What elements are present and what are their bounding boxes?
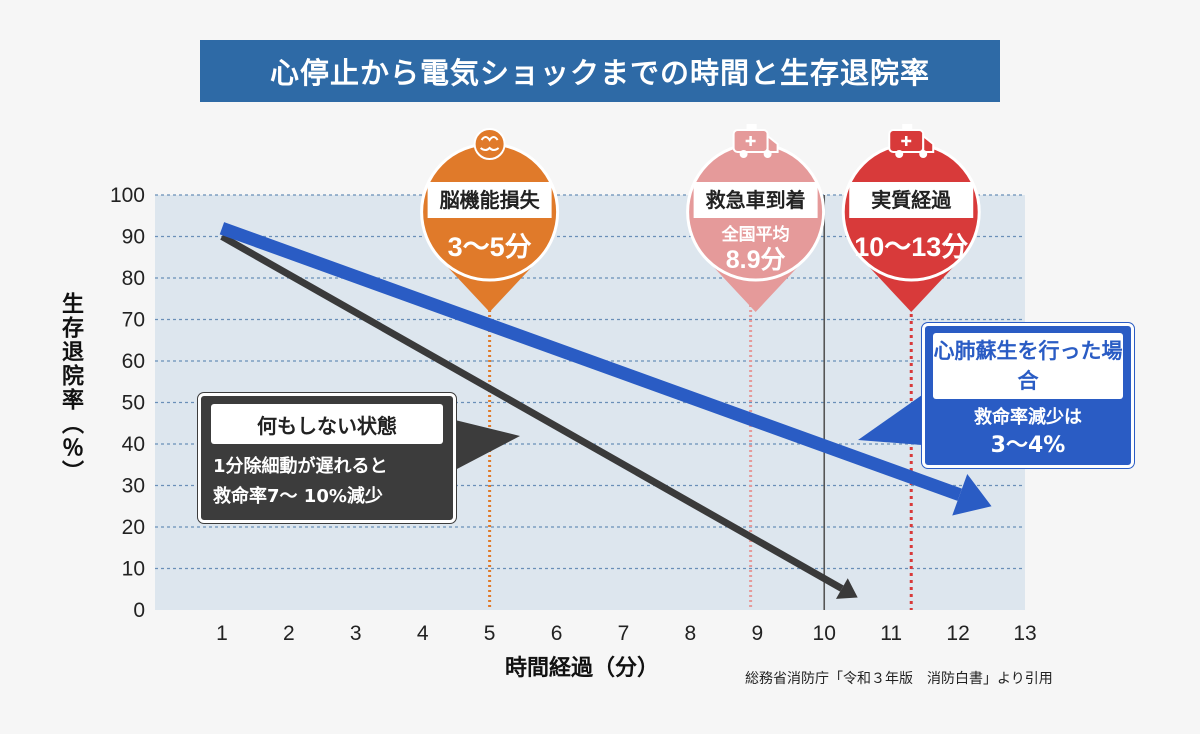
with-cpr-line2: 3～4% <box>990 433 1066 458</box>
ambulance-icon <box>732 124 779 158</box>
y-tick-label: 0 <box>133 599 145 622</box>
x-axis-label: 時間経過（分） <box>505 656 660 681</box>
x-tick-label: 4 <box>417 622 429 645</box>
no-action-line1: 1分除細動が遅れると <box>213 456 388 477</box>
x-tick-label: 3 <box>350 622 362 645</box>
no-action-callout-pointer <box>455 420 520 470</box>
pin-value: 8.9分 <box>726 246 786 274</box>
x-tick-label: 11 <box>880 622 902 645</box>
x-tick-label: 1 <box>216 622 228 645</box>
ambulance-wheel <box>895 150 904 158</box>
x-tick-label: 8 <box>685 622 697 645</box>
ambulance-light <box>746 124 757 129</box>
no-action-title: 何もしない状態 <box>211 404 443 444</box>
x-tick-label: 6 <box>551 622 563 645</box>
no-action-line2: 救命率7～ 10%減少 <box>213 486 383 507</box>
ambulance-cross <box>901 136 912 146</box>
with-cpr-text: 救命率減少は 3～4% <box>925 404 1131 460</box>
pin-title: 実質経過 <box>871 188 952 212</box>
x-tick-label: 12 <box>946 622 969 645</box>
no-action-text: 1分除細動が遅れると 救命率7～ 10%減少 <box>213 452 388 512</box>
ambulance-cab <box>766 133 779 153</box>
y-tick-label: 20 <box>122 516 145 539</box>
y-tick-label: 40 <box>122 433 145 456</box>
y-tick-label: 10 <box>122 558 145 581</box>
brain-icon-shape <box>473 128 506 160</box>
ambulance-cross <box>745 136 756 146</box>
x-tick-label: 10 <box>813 622 836 645</box>
x-tick-label: 5 <box>484 622 496 645</box>
series-no-action-line-arrowhead <box>835 578 858 599</box>
y-tick-label: 100 <box>110 184 145 207</box>
with-cpr-title: 心肺蘇生を行った場合 <box>933 333 1123 399</box>
y-tick-label: 50 <box>122 392 145 415</box>
x-tick-label: 2 <box>283 622 295 645</box>
y-tick-label: 80 <box>122 267 145 290</box>
pin-label-bg <box>693 182 818 218</box>
ambulance-wheel <box>739 150 748 158</box>
pin-title: 救急車到着 <box>706 188 806 212</box>
y-tick-label: 60 <box>122 350 145 373</box>
y-tick-label: 70 <box>122 309 145 332</box>
pin-value: 3～5分 <box>448 232 532 262</box>
with-cpr-callout: 心肺蘇生を行った場合 救命率減少は 3～4% <box>922 323 1134 468</box>
with-cpr-callout-pointer <box>858 395 922 445</box>
y-tick-label: 90 <box>122 226 145 249</box>
with-cpr-line1: 救命率減少は <box>974 407 1082 428</box>
brain-icon <box>473 128 506 160</box>
y-tick-label: 30 <box>122 475 145 498</box>
ambulance-cab <box>922 133 935 153</box>
y-axis-label: 生存退院率（％） <box>58 292 83 484</box>
series-no-action-line <box>220 233 844 592</box>
brain-icon-detail <box>479 136 500 151</box>
series-with-cpr-line <box>219 222 962 501</box>
x-tick-label: 9 <box>751 622 763 645</box>
pin-subtitle: 全国平均 <box>721 224 790 244</box>
ambulance-icon <box>888 124 935 158</box>
series-with-cpr-line-arrowhead <box>952 473 992 516</box>
ambulance-light <box>902 124 913 129</box>
pin-label-bg <box>849 182 974 218</box>
no-action-callout: 何もしない状態 1分除細動が遅れると 救命率7～ 10%減少 <box>198 393 456 523</box>
source-note: 総務省消防庁「令和３年版 消防白書」より引用 <box>745 671 1053 687</box>
pin-title: 脳機能損失 <box>439 188 541 212</box>
x-tick-label: 7 <box>618 622 630 645</box>
ambulance-wheel <box>763 150 772 158</box>
ambulance-wheel <box>919 150 928 158</box>
pin-value: 10～13分 <box>854 232 968 262</box>
pin-label-bg <box>427 182 552 218</box>
chart-title: 心停止から電気ショックまでの時間と生存退院率 <box>200 40 1000 102</box>
x-tick-label: 13 <box>1013 622 1036 645</box>
